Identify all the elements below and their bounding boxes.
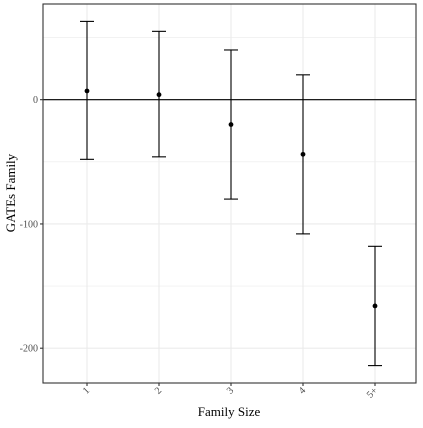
x-tick-label: 1: [81, 385, 92, 396]
y-tick-label: 0: [33, 95, 38, 106]
estimate-point: [84, 88, 90, 94]
y-tick-label: -200: [20, 344, 38, 355]
estimate-point: [372, 303, 378, 309]
y-tick-label: -100: [20, 219, 38, 230]
estimate-point: [300, 151, 306, 157]
marks-layer: [80, 20, 382, 367]
x-tick-label: 3: [225, 385, 236, 396]
x-tick-label: 2: [153, 385, 164, 396]
estimate-point: [228, 122, 234, 127]
y-axis-title: GATEs Family: [3, 153, 18, 232]
panel-border: [42, 3, 417, 384]
x-tick-label: 4: [297, 385, 308, 396]
x-axis-title: Family Size: [198, 404, 261, 419]
ticks-layer: [40, 99, 376, 386]
estimate-point: [156, 92, 162, 98]
